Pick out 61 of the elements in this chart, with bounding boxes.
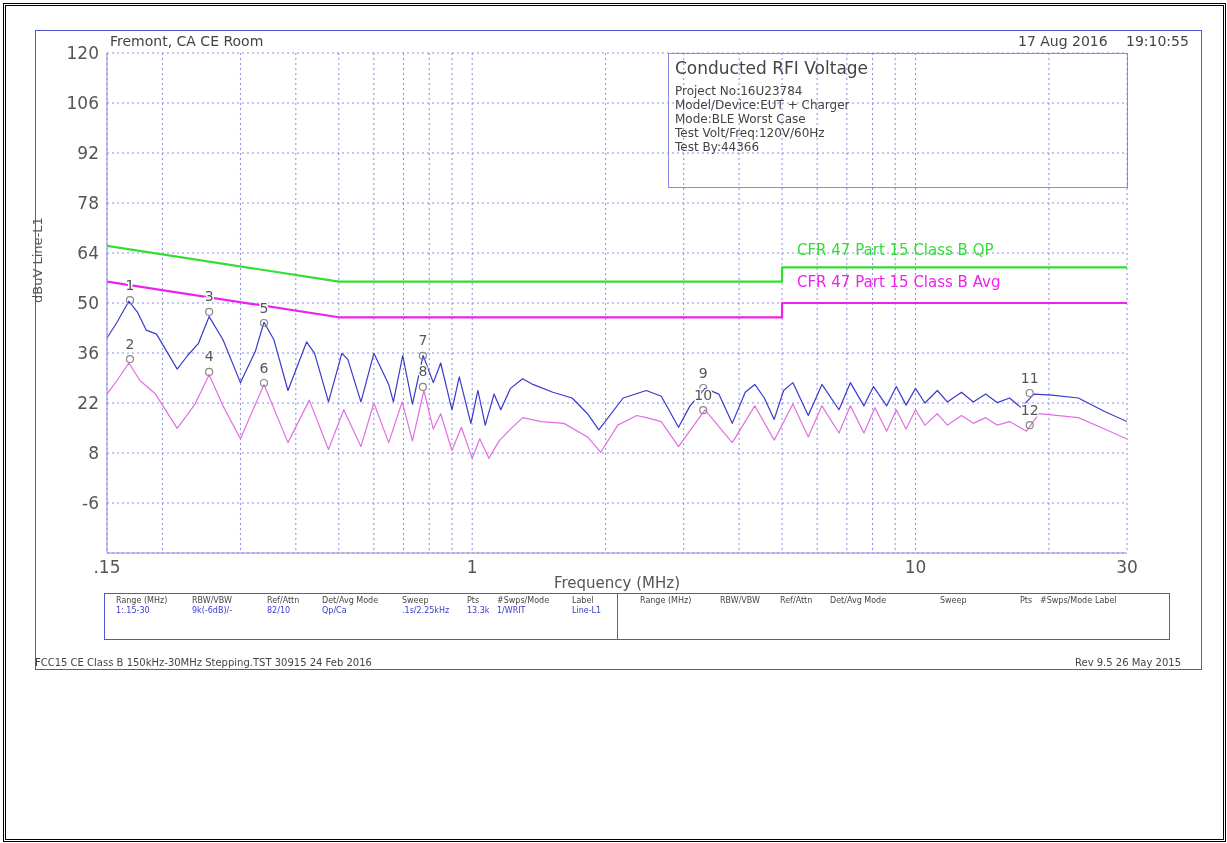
text: Pts	[467, 596, 480, 605]
annotation: 12	[1020, 401, 1039, 418]
annotation: Project No:16U23784	[675, 84, 804, 98]
x-tick-label: .15	[93, 557, 121, 578]
annotation: 2	[125, 335, 135, 352]
series-label: CFR 47 Part 15 Class B Avg	[797, 273, 1001, 291]
text: #Swps/Mode	[497, 596, 550, 605]
text: 19:10:55	[1126, 33, 1189, 49]
text: Pts	[1020, 596, 1033, 605]
text: 1/WRIT	[497, 606, 526, 615]
text: Range (MHz)	[116, 596, 168, 605]
x-axis-title: Frequency (MHz)	[553, 574, 681, 592]
x-tick-label: 10	[904, 557, 927, 578]
annotation: 7	[418, 332, 428, 349]
annotation: Mode:BLE Worst Case	[675, 112, 807, 126]
text: Qp/Ca	[322, 606, 347, 615]
text: FCC15 CE Class B 150kHz-30MHz Stepping.TST 30915 24 Feb 2016	[35, 657, 372, 668]
text: Sweep	[402, 596, 429, 605]
y-tick-label: 36	[77, 343, 99, 364]
text: Ref/Attn	[267, 596, 300, 605]
text: 82/10	[267, 606, 291, 615]
text: Range (MHz)	[640, 596, 692, 605]
text: Det/Avg Mode	[322, 596, 379, 605]
y-tick-label: 8	[88, 443, 99, 464]
annotation: 6	[259, 359, 269, 376]
text: Sweep	[940, 596, 967, 605]
annotation: 9	[698, 364, 708, 381]
text: Label	[572, 596, 594, 605]
x-tick-label: 30	[1116, 557, 1138, 578]
text: 13.3k	[467, 606, 490, 615]
text: 1:.15-30	[116, 606, 150, 615]
y-tick-label: 106	[66, 93, 99, 114]
y-tick-label: 92	[77, 143, 99, 164]
chart-title: Conducted RFI Voltage	[675, 58, 870, 78]
annotation: 11	[1020, 369, 1039, 386]
y-tick-label: 120	[66, 43, 99, 64]
x-tick-label: 1	[466, 557, 478, 578]
y-tick-label: 78	[77, 193, 99, 214]
text: Line-L1	[572, 606, 602, 615]
annotation: Test Volt/Freq:120V/60Hz	[675, 126, 826, 140]
y-tick-label: 64	[77, 243, 99, 264]
text: 17 Aug 2016	[1018, 33, 1108, 49]
text: Fremont, CA CE Room	[110, 33, 264, 49]
text: 9k(-6dB)/-	[192, 606, 233, 615]
text: .1s/2.25kHz	[402, 606, 450, 615]
y-tick-label: -6	[82, 493, 99, 514]
text: Det/Avg Mode	[830, 596, 887, 605]
y-axis-title: dBuV Line-L1	[29, 217, 45, 303]
text: #Swps/Mode	[1040, 596, 1093, 605]
text: Ref/Attn	[780, 596, 813, 605]
text: RBW/VBW	[720, 596, 760, 605]
annotation: 4	[204, 348, 214, 365]
text: RBW/VBW	[192, 596, 232, 605]
y-tick-label: 50	[77, 293, 99, 314]
annotation: Model/Device:EUT + Charger	[675, 98, 851, 112]
series-label: CFR 47 Part 15 Class B QP	[797, 241, 994, 259]
text: Rev 9.5 26 May 2015	[1075, 657, 1182, 668]
text: Label	[1095, 596, 1117, 605]
annotation: Test By:44366	[675, 140, 761, 154]
annotation: 8	[418, 363, 428, 380]
y-tick-label: 22	[77, 393, 99, 414]
